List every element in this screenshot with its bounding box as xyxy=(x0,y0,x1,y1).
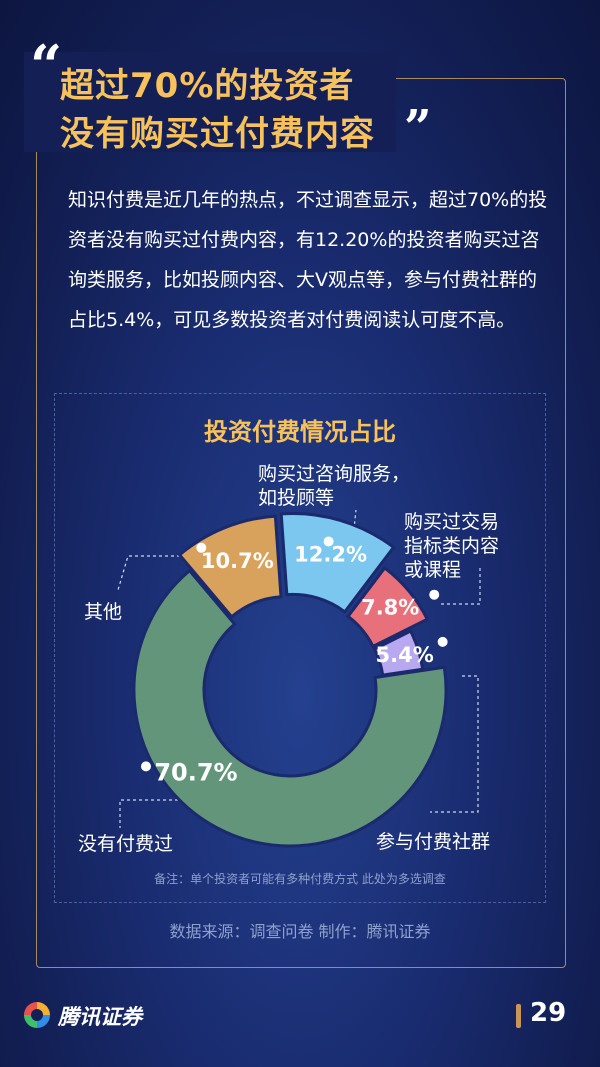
label-consult-line-1: 购买过咨询服务， xyxy=(258,463,411,485)
title-line-2: 没有购买过付费内容 xyxy=(60,114,375,154)
title-mask xyxy=(24,52,396,152)
close-quote-mark: ” xyxy=(404,100,432,156)
page-title: 超过70%的投资者 没有购买过付费内容 xyxy=(60,62,440,158)
label-other: 其他 xyxy=(84,601,123,623)
label-consult-line-2: 如投顾等 xyxy=(258,487,335,509)
donut-slices xyxy=(132,512,448,848)
label-community: 参与付费社群 xyxy=(376,831,491,853)
label-none: 没有付费过 xyxy=(78,833,174,855)
donut-value-label: 7.8% xyxy=(361,596,419,620)
donut-slice xyxy=(177,514,283,619)
connector-trade xyxy=(440,568,481,605)
label-trade-line-2: 指标类内容 xyxy=(404,535,500,557)
title-line-1: 超过70%的投资者 xyxy=(60,66,355,106)
label-trade-line-1: 购买过交易 xyxy=(404,511,500,533)
description-text: 知识付费是近几年的热点，不过调查显示，超过70%的投资者没有购买过付费内容，有1… xyxy=(68,189,548,331)
open-quote-mark: “ xyxy=(30,33,63,99)
page-number-bar xyxy=(516,1004,521,1028)
label-trade: 购买过交易 指标类内容 或课程 xyxy=(404,510,499,582)
brand-name: 腾讯证券 xyxy=(58,1005,142,1029)
page-number: 29 xyxy=(530,998,567,1028)
chart-title: 投资付费情况占比 xyxy=(204,418,396,446)
connector-community xyxy=(430,675,479,813)
donut-slice xyxy=(345,565,430,649)
donut-value-label: 12.2% xyxy=(294,542,367,566)
donut-value-label: 70.7% xyxy=(154,758,237,786)
label-trade-line-3: 或课程 xyxy=(404,559,462,581)
label-dot xyxy=(196,542,207,553)
label-dot xyxy=(323,536,334,547)
label-dot xyxy=(140,761,151,772)
chart-note: 备注：单个投资者可能有多种付费方式 此处为多选调查 xyxy=(154,872,446,886)
label-dot xyxy=(429,589,440,600)
data-source: 数据来源：调查问卷 制作：腾讯证券 xyxy=(169,922,431,941)
brand-logo-icon xyxy=(24,1002,50,1028)
connector-none xyxy=(119,799,196,828)
donut-value-label: 10.7% xyxy=(201,549,274,573)
donut-slice xyxy=(279,512,396,614)
donut-value-labels: 12.2% 7.8% 5.4% 70.7% 10.7% xyxy=(140,536,448,786)
chart-panel xyxy=(54,393,546,903)
label-dot xyxy=(437,636,448,647)
donut-value-label: 5.4% xyxy=(376,643,434,667)
donut-slice xyxy=(132,568,448,848)
label-consult: 购买过咨询服务， 如投顾等 xyxy=(258,462,410,510)
